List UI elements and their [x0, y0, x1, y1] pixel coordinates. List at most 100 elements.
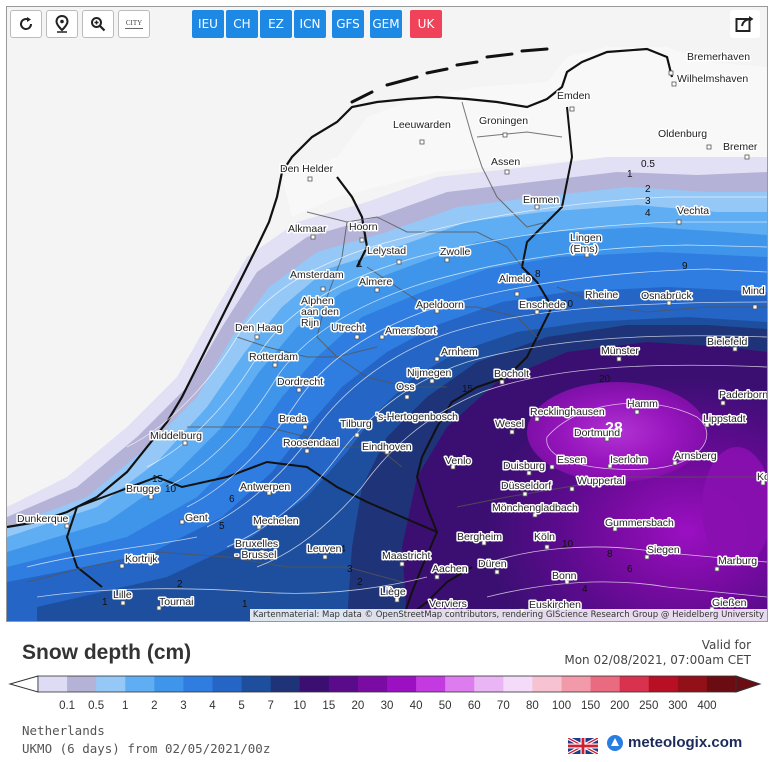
uk-flag-icon[interactable]: [568, 738, 598, 754]
legend-swatch: [96, 676, 126, 692]
legend-tick-label: 150: [581, 700, 600, 712]
legend-tick-label: 300: [668, 700, 687, 712]
city-label: Groningen: [479, 115, 528, 127]
refresh-button[interactable]: [10, 10, 42, 38]
svg-text:4: 4: [340, 544, 346, 555]
model-button-gfs[interactable]: GFS: [332, 10, 364, 38]
city-marker: [714, 566, 720, 572]
city-marker: [302, 424, 308, 430]
city-marker: [379, 334, 385, 340]
city-marker: [266, 490, 272, 496]
city-marker: [672, 460, 678, 466]
city-marker: [569, 106, 575, 112]
svg-text:20: 20: [599, 374, 611, 385]
share-button[interactable]: [730, 10, 760, 38]
legend-tick-label: 50: [439, 700, 452, 712]
city-label: Enschede: [519, 299, 566, 311]
city-marker: [396, 259, 402, 265]
city-marker: [119, 563, 125, 569]
city-marker: [384, 449, 390, 455]
city-marker: [310, 234, 316, 240]
city-marker: [644, 554, 650, 560]
city-label: Bocholt: [494, 368, 529, 380]
model-button-icn[interactable]: ICN: [294, 10, 326, 38]
city-marker: [307, 176, 313, 182]
city-marker: [259, 549, 265, 555]
legend-swatch: [328, 676, 359, 692]
svg-text:1: 1: [242, 599, 248, 610]
city-label: Marburg: [718, 555, 757, 567]
city-marker: [156, 605, 162, 611]
legend-tick-label: 1: [122, 700, 128, 712]
city-label: Antwerpen: [240, 481, 290, 493]
city-marker: [760, 480, 766, 486]
svg-text:0.5: 0.5: [641, 159, 655, 170]
model-button-ez[interactable]: EZ: [260, 10, 292, 38]
legend-min-arrow: [8, 675, 39, 693]
location-pin-icon: [55, 15, 69, 33]
city-label: Recklinghausen: [530, 406, 605, 418]
city-label: Eindhoven: [362, 441, 412, 453]
city-marker: [376, 417, 382, 423]
legend-swatch: [212, 676, 243, 692]
city-label: Roosendaal: [283, 437, 339, 449]
city-marker: [359, 237, 365, 243]
city-marker: [404, 394, 410, 400]
city-label: Münster: [601, 345, 639, 357]
model-button-ieu[interactable]: IEU: [192, 10, 224, 38]
legend-tick-label: 100: [552, 700, 571, 712]
city-label: Leeuwarden: [393, 119, 451, 131]
svg-text:1: 1: [102, 597, 108, 608]
city-label: Arnsberg: [674, 450, 717, 462]
legend-tick-label: 200: [610, 700, 629, 712]
city-label: Wuppertal: [577, 475, 625, 487]
model-button-gem[interactable]: GEM: [370, 10, 402, 38]
legend-outline: [37, 675, 737, 693]
svg-text:3: 3: [347, 564, 353, 575]
valid-label: Valid for: [701, 638, 751, 652]
city-label: Mechelen: [253, 515, 299, 527]
svg-text:5: 5: [219, 521, 225, 532]
city-marker: [499, 379, 505, 385]
legend-swatch: [648, 676, 679, 692]
city-label: Liège: [380, 586, 406, 598]
city-label: Köln: [534, 531, 555, 543]
city-label: Korbac: [757, 471, 767, 483]
location-button[interactable]: [46, 10, 78, 38]
city-label: Bergheim: [457, 531, 502, 543]
zoom-in-button[interactable]: [82, 10, 114, 38]
city-label: Den Haag: [235, 322, 282, 334]
model-button-ch[interactable]: CH: [226, 10, 258, 38]
city-marker: [434, 574, 440, 580]
svg-text:10: 10: [165, 484, 177, 495]
legend-tick-label: 80: [526, 700, 539, 712]
legend-swatch: [445, 676, 475, 692]
city-marker: [374, 287, 380, 293]
max-value-label: 28: [605, 420, 623, 437]
city-label-icon: CITY: [125, 19, 143, 27]
city-label: Mönchengladbach: [492, 502, 578, 514]
legend-tick-label: 40: [410, 700, 423, 712]
city-marker: [534, 204, 540, 210]
city-label: Breda: [279, 413, 307, 425]
city-marker: [564, 579, 570, 585]
svg-text:2: 2: [357, 577, 363, 588]
svg-text:15: 15: [607, 519, 619, 530]
model-button-uk[interactable]: UK: [410, 10, 442, 38]
city-label: Almelo: [499, 273, 531, 285]
svg-text:2: 2: [645, 184, 651, 195]
city-label: Wesel: [495, 418, 524, 430]
city-marker: [744, 154, 750, 160]
city-label: Brugge: [126, 483, 160, 495]
city-label: Dunkerque: [17, 513, 69, 525]
legend-tick-label: 0.5: [88, 700, 104, 712]
city-marker: [532, 512, 538, 518]
legend-swatch: [416, 676, 446, 692]
brand-name[interactable]: meteologix.com: [628, 734, 743, 751]
svg-text:4: 4: [645, 208, 651, 219]
city-marker: [179, 519, 185, 525]
svg-text:1: 1: [627, 169, 633, 180]
city-marker: [394, 597, 400, 603]
city-toggle-button[interactable]: CITY: [118, 10, 150, 38]
